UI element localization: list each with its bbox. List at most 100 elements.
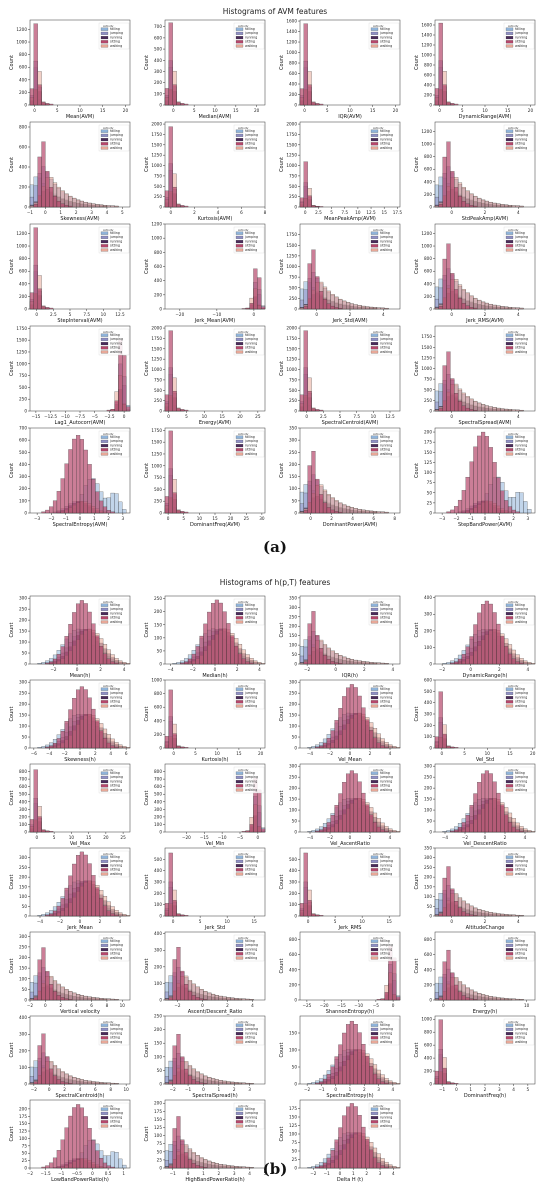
legend-swatch-sitting bbox=[235, 142, 244, 146]
x-tick-label: 4 bbox=[251, 1003, 254, 1008]
legend-label-jumping: jumping bbox=[379, 439, 393, 443]
bar-sitting bbox=[465, 646, 470, 665]
bar-sitting bbox=[319, 409, 324, 412]
legend-swatch-running bbox=[235, 240, 244, 244]
legend-swatch-running bbox=[235, 36, 244, 40]
bar-sitting bbox=[76, 689, 81, 749]
bar-sitting bbox=[396, 996, 401, 1001]
panel-a-title: Histograms of AVM features bbox=[223, 7, 328, 16]
x-tick-label: −2 bbox=[48, 516, 55, 521]
x-tick-label: 2 bbox=[63, 1087, 66, 1092]
legend-label-falling: falling bbox=[515, 603, 525, 607]
bar-sitting bbox=[353, 687, 358, 749]
bar-sitting bbox=[199, 998, 204, 1001]
bar-sitting bbox=[102, 738, 108, 749]
legend: Activityfallingjumpingrunningsittingwalk… bbox=[368, 934, 400, 962]
bar-sitting bbox=[315, 478, 320, 514]
y-tick-label: 200 bbox=[424, 982, 432, 987]
y-tick-label: 50 bbox=[427, 819, 433, 824]
legend: Activityfallingjumpingrunningsittingwalk… bbox=[503, 328, 535, 356]
bar-sitting bbox=[307, 900, 312, 917]
bar-sitting bbox=[465, 997, 470, 1001]
bar-sitting bbox=[465, 305, 470, 310]
legend-swatch-sitting bbox=[370, 952, 379, 956]
bar-sitting bbox=[307, 390, 312, 412]
bar-sitting bbox=[392, 957, 397, 1001]
legend-swatch-running bbox=[100, 1116, 109, 1120]
y-tick-label: 0 bbox=[294, 409, 297, 414]
legend-label-jumping: jumping bbox=[379, 235, 393, 239]
bar-sitting bbox=[33, 227, 38, 310]
x-tick-label: 10 bbox=[77, 108, 83, 113]
x-tick-label: −2 bbox=[327, 835, 334, 840]
y-tick-label: 1400 bbox=[286, 29, 297, 34]
x-tick-label: −5 bbox=[92, 414, 99, 419]
bar-sitting bbox=[442, 365, 447, 412]
bar-walking bbox=[102, 998, 108, 1001]
bar-sitting bbox=[496, 792, 501, 833]
legend: Activityfallingjumpingrunningsittingwalk… bbox=[503, 850, 535, 878]
legend-label-jumping: jumping bbox=[244, 31, 258, 35]
x-tick-label: 12.5 bbox=[366, 210, 376, 215]
bar-walking bbox=[95, 1081, 100, 1085]
x-axis-label: IQR(AVM) bbox=[338, 114, 362, 120]
legend-swatch-falling bbox=[505, 129, 514, 133]
legend-title: Activity bbox=[103, 1020, 114, 1024]
x-axis-label: Energy(h) bbox=[473, 1009, 498, 1015]
legend-swatch-jumping bbox=[100, 943, 109, 947]
y-axis-label: Count bbox=[414, 875, 420, 890]
y-tick-label: 50 bbox=[157, 1068, 163, 1073]
bar-sitting bbox=[319, 103, 324, 106]
y-tick-label: 250 bbox=[154, 499, 162, 504]
bar-sitting bbox=[469, 409, 474, 412]
subplot-stdpeakamp-avm-: 0 2 4020040060080010001200StdPeakAmp(AVM)C… bbox=[414, 121, 536, 222]
x-tick-label: 4 bbox=[217, 210, 220, 215]
y-tick-label: 1000 bbox=[151, 463, 162, 468]
bar-sitting bbox=[454, 984, 459, 1001]
bar-sitting bbox=[376, 999, 381, 1001]
legend-label-walking: walking bbox=[245, 44, 257, 48]
y-tick-label: 200 bbox=[154, 292, 162, 297]
x-tick-label: 10 bbox=[359, 919, 365, 924]
x-tick-label: 0 bbox=[442, 1003, 445, 1008]
legend-label-walking: walking bbox=[515, 146, 527, 150]
y-tick-label: 250 bbox=[154, 398, 162, 403]
y-tick-label: 1000 bbox=[421, 244, 432, 249]
y-tick-label: 750 bbox=[19, 373, 27, 378]
legend-swatch-sitting bbox=[100, 448, 109, 452]
legend-title: Activity bbox=[238, 852, 249, 856]
x-tick-label: 20 bbox=[123, 108, 129, 113]
legend: Activityfallingjumpingrunningsittingwalk… bbox=[98, 22, 130, 50]
bar-sitting bbox=[303, 23, 308, 106]
y-tick-label: 500 bbox=[19, 385, 27, 390]
legend: Activityfallingjumpingrunningsittingwalk… bbox=[233, 766, 265, 794]
legend-box bbox=[98, 1018, 130, 1046]
bar-walking bbox=[106, 205, 111, 208]
y-tick-label: 200 bbox=[424, 93, 432, 98]
x-tick-label: 0 bbox=[35, 312, 38, 317]
bar-walking bbox=[79, 1079, 84, 1085]
bar-walking bbox=[507, 409, 513, 412]
y-tick-label: 800 bbox=[424, 937, 432, 942]
legend-label-running: running bbox=[515, 443, 527, 447]
legend-swatch-falling bbox=[370, 231, 379, 235]
legend-label-sitting: sitting bbox=[110, 40, 120, 44]
bar-sitting bbox=[450, 378, 455, 412]
bar-sitting bbox=[434, 88, 439, 106]
bar-sitting bbox=[481, 431, 486, 514]
bar-sitting bbox=[326, 303, 331, 310]
x-tick-label: 4 bbox=[392, 1087, 395, 1092]
legend-label-falling: falling bbox=[515, 27, 525, 31]
y-axis-label: Count bbox=[9, 707, 15, 722]
legend-swatch-sitting bbox=[505, 952, 514, 956]
x-axis-label: Jerk_RMS(AVM) bbox=[465, 318, 504, 324]
legend-swatch-jumping bbox=[100, 439, 109, 443]
bar-walking bbox=[519, 915, 524, 917]
legend-label-sitting: sitting bbox=[380, 448, 390, 452]
bar-sitting bbox=[83, 603, 88, 665]
legend: Activityfallingjumpingrunningsittingwalk… bbox=[503, 934, 535, 962]
bar-sitting bbox=[37, 84, 42, 106]
subplot-spectralspread-avm-: 0 2 402505007501000125015001750SpectralSpr… bbox=[414, 325, 536, 426]
bar-walking bbox=[346, 657, 351, 665]
y-tick-label: 50 bbox=[427, 904, 433, 909]
